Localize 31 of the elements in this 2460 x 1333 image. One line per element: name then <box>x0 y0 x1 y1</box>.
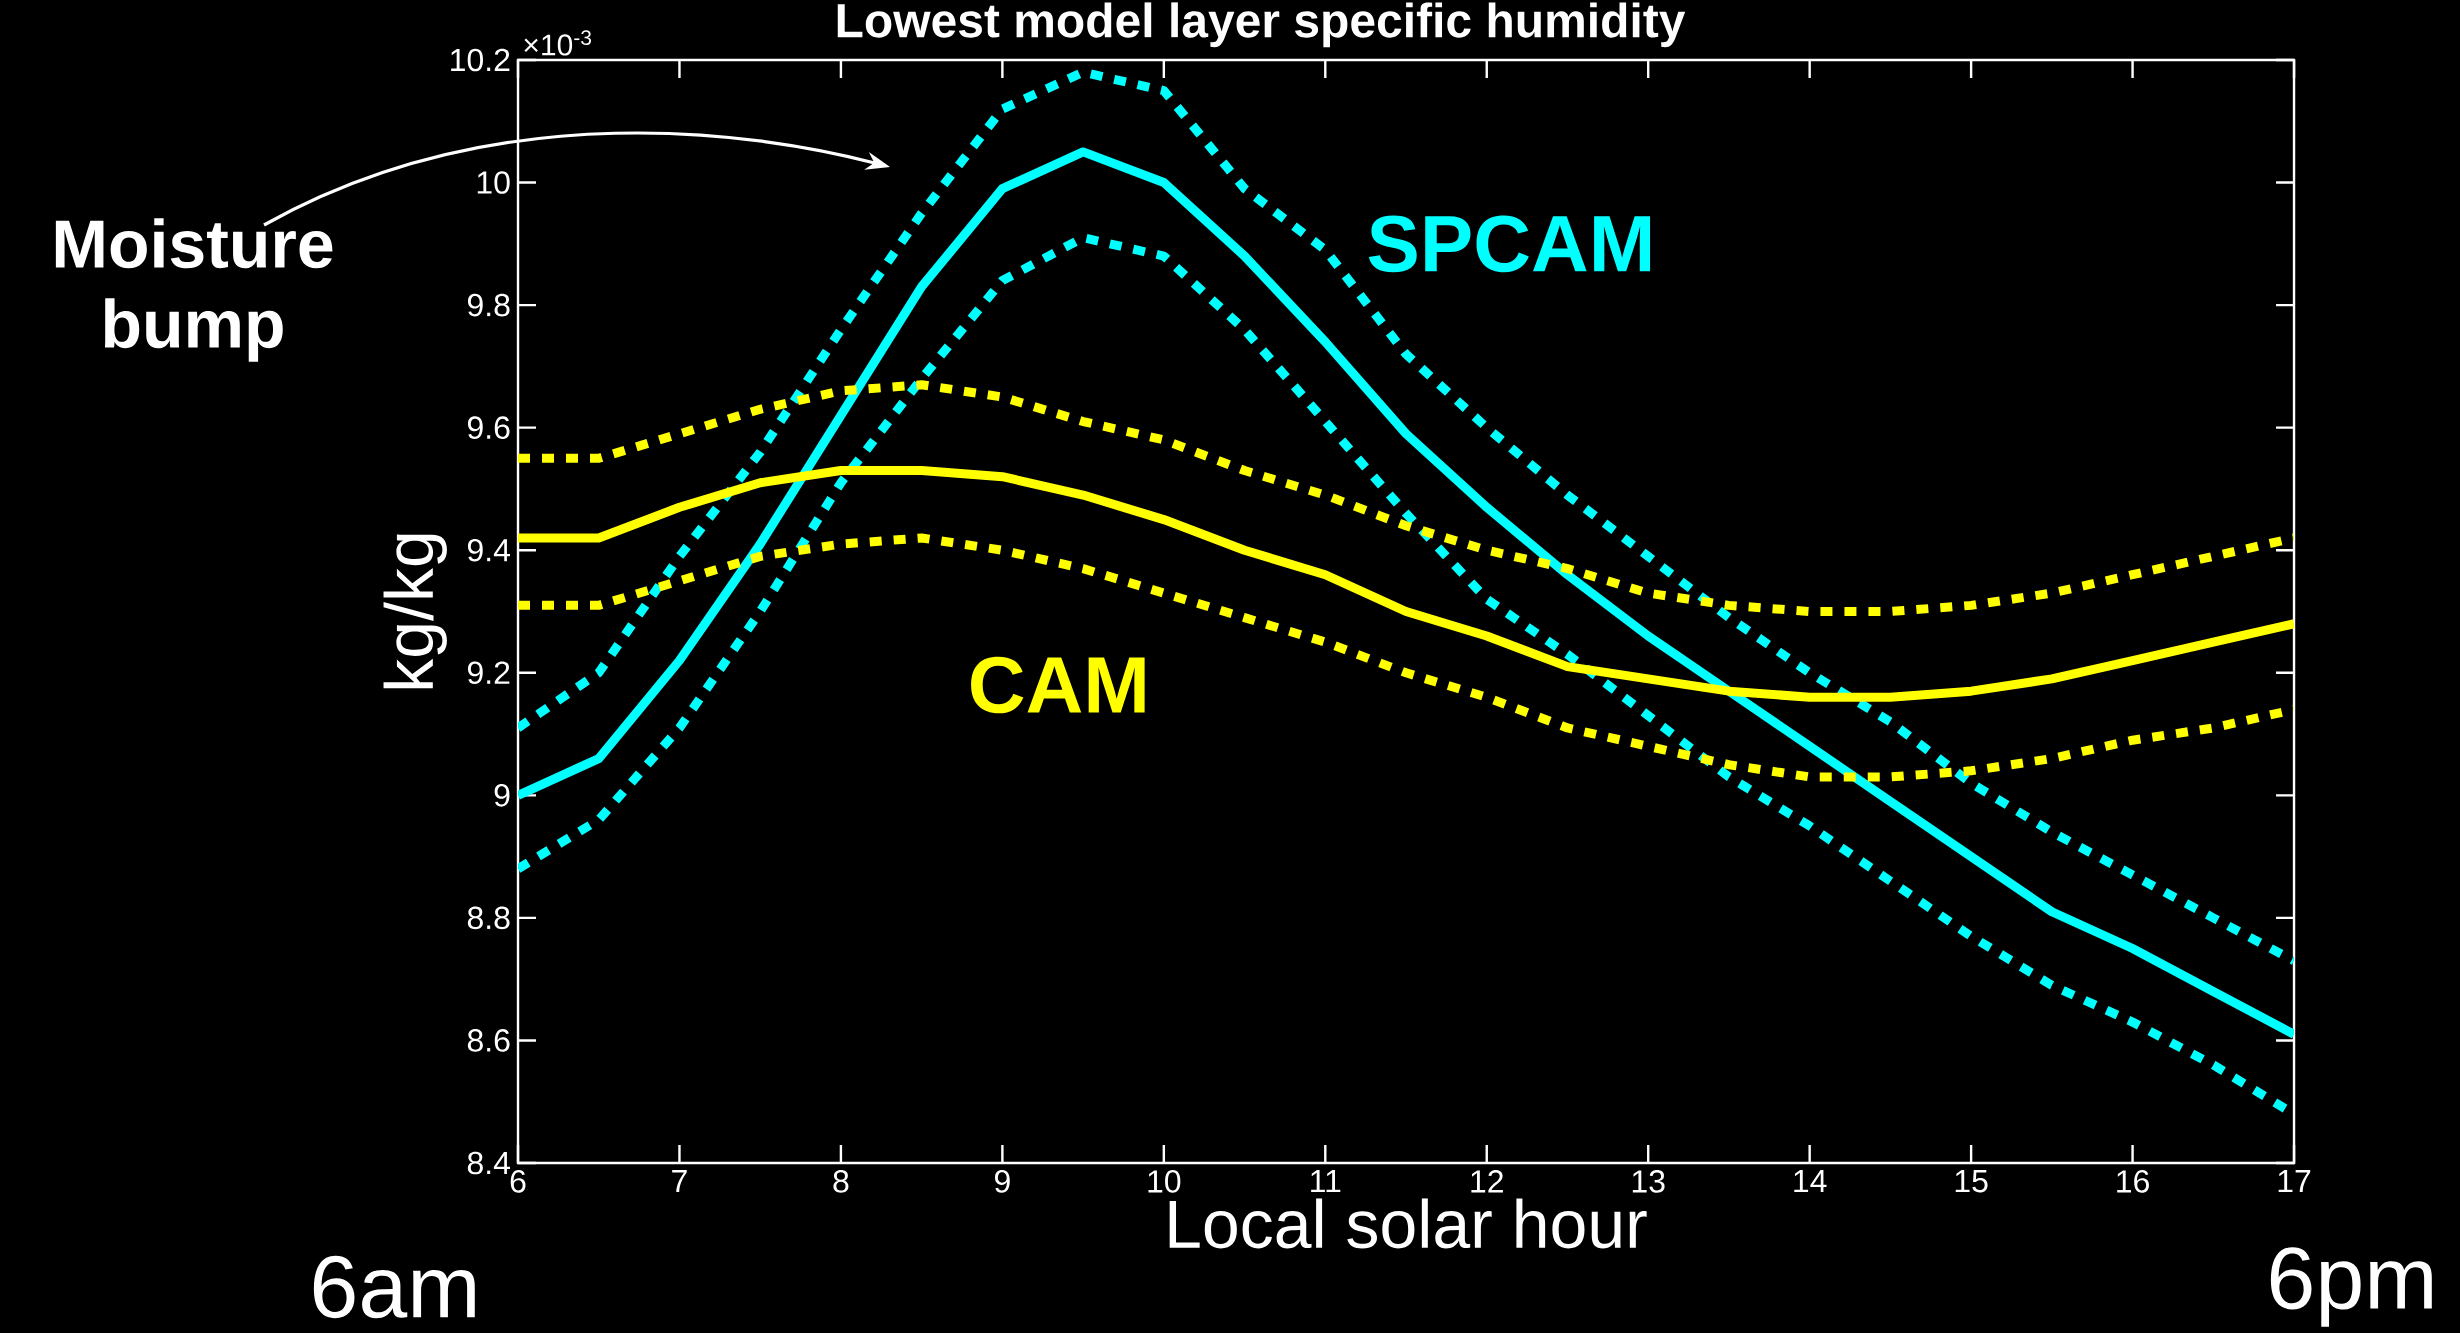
x-tick-label: 7 <box>672 1170 687 1193</box>
text: ×10$^{-3}$ <box>524 30 592 56</box>
y-tick-label: 9 <box>494 784 510 807</box>
x-tick-label: 12 <box>1471 1170 1503 1193</box>
x-tick-label: 15 <box>1955 1170 1988 1193</box>
y-tick-label: 10.2 <box>451 48 510 72</box>
chart-title: Lowest model layer specific humidity <box>837 2 1686 48</box>
x-tick-label: 10 <box>1148 1170 1181 1193</box>
x-tick-label: 16 <box>2117 1170 2149 1193</box>
x-tick-label: 13 <box>1632 1170 1665 1193</box>
x-tick-label: 17 <box>2278 1170 2311 1193</box>
y-tick-label: 9.6 <box>467 416 510 439</box>
text: 6am <box>313 1255 475 1319</box>
x-axis-title: Local solar hour <box>1169 1198 1647 1249</box>
series-label: CAM <box>971 656 1145 714</box>
text: 6pm <box>2270 1247 2432 1327</box>
x-tick-label: 14 <box>1794 1170 1827 1193</box>
y-tick-label: 9.4 <box>467 538 510 562</box>
text: Moisture bump <box>55 218 333 362</box>
y-tick-label: 8.8 <box>467 906 510 930</box>
x-tick-label: 11 <box>1311 1170 1341 1193</box>
y-tick-label: 9.2 <box>467 661 510 685</box>
y-tick-label: 8.4 <box>467 1151 510 1175</box>
x-tick-label: 9 <box>994 1170 1010 1193</box>
y-axis-title: kg/kg <box>383 534 447 689</box>
series-label: SPCAM <box>1368 215 1651 273</box>
y-tick-label: 10 <box>477 171 510 194</box>
y-tick-label: 9.8 <box>467 293 510 317</box>
x-tick-label: 8 <box>833 1170 849 1193</box>
x-tick-label: 6 <box>510 1170 526 1193</box>
y-tick-label: 8.6 <box>467 1029 510 1052</box>
